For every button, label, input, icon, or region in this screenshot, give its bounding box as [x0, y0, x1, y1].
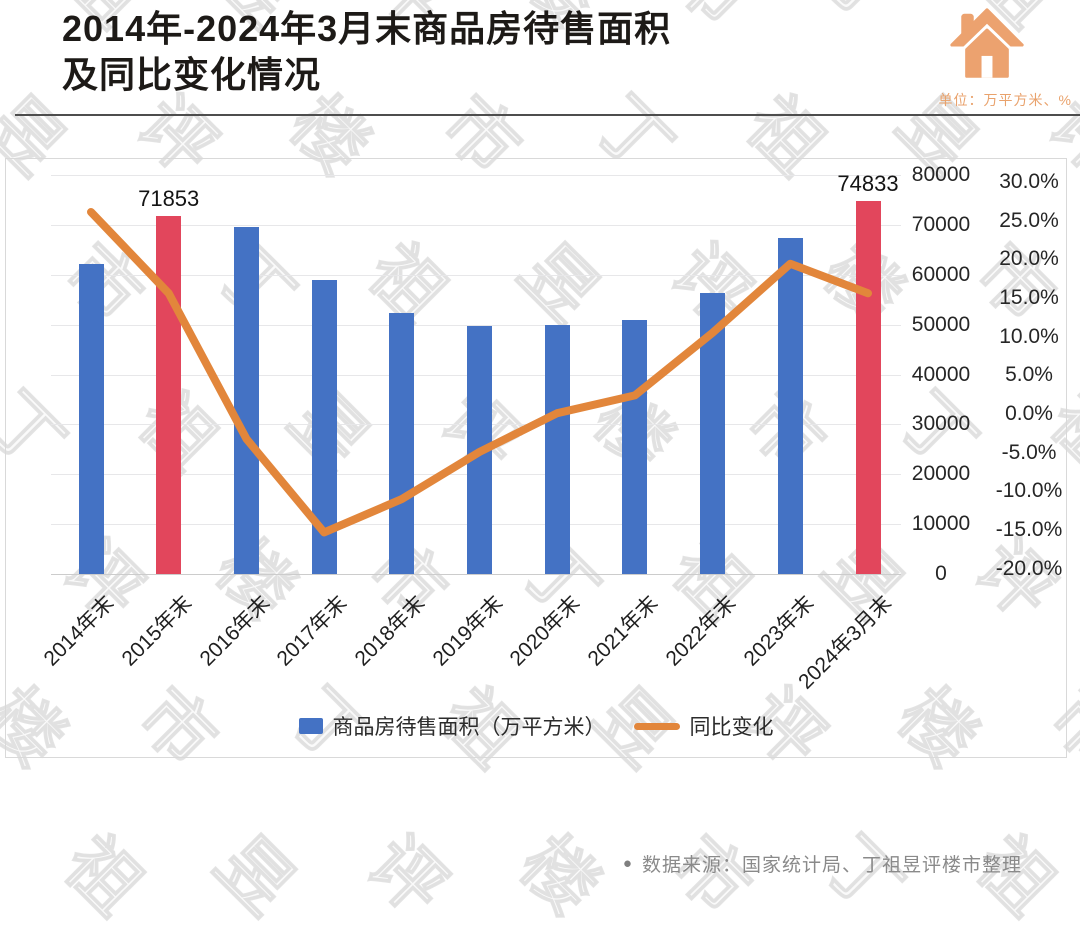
legend-line-label: 同比变化	[689, 716, 774, 739]
title-line-2: 及同比变化情况	[62, 54, 322, 95]
value-tick-30000: 30000	[911, 412, 971, 436]
gridline-80000	[51, 175, 901, 176]
bar-2020年末	[544, 325, 570, 574]
watermark-char: 评	[352, 821, 461, 930]
house-icon	[950, 8, 1024, 78]
bar-2014年末	[78, 263, 104, 574]
x-label-text: 2015年末	[117, 591, 197, 671]
watermark-char: 丁	[0, 821, 5, 930]
x-label-text: 2019年末	[428, 591, 508, 671]
pct-tick-10: 10.0%	[999, 324, 1059, 348]
gridline-70000	[51, 224, 901, 226]
watermark-char: 祖	[48, 821, 157, 930]
pct-tick--20: -20.0%	[995, 556, 1063, 580]
x-label-text: 2017年末	[272, 591, 352, 671]
pct-tick-25: 25.0%	[999, 208, 1059, 232]
house-door	[981, 55, 993, 78]
x-label-text: 2016年末	[195, 591, 275, 671]
page-title: 2014年-2024年3月末商品房待售面积 及同比变化情况	[62, 6, 671, 98]
value-tick-0: 0	[935, 562, 947, 585]
header: 2014年-2024年3月末商品房待售面积 及同比变化情况 单位：万平方米、%	[0, 0, 1080, 115]
bar-2023年末	[777, 238, 803, 574]
brand-block: 单位：万平方米、%	[902, 4, 1072, 110]
bar-2024年3月末	[855, 200, 881, 574]
chart-card: 80000 70000 60000 50000 40000 30000 20000 10000…	[5, 158, 1067, 758]
data-source: ● 数据来源：国家统计局、丁祖昱评楼市整理	[623, 850, 1022, 877]
title-line-1: 2014年-2024年3月末商品房待售面积	[62, 8, 672, 49]
pct-tick--10: -10.0%	[995, 479, 1063, 503]
bar-2015年末	[156, 215, 182, 574]
value-tick-80000: 80000	[911, 163, 971, 186]
bar-value-label: 74833	[837, 170, 899, 196]
x-label-text: 2020年末	[505, 591, 585, 671]
pct-tick-30: 30.0%	[999, 169, 1059, 193]
value-tick-40000: 40000	[911, 362, 971, 386]
x-label-text: 2021年末	[583, 591, 663, 671]
unit-label: 单位：万平方米、%	[938, 92, 1072, 108]
pct-tick-5: 5.0%	[1005, 363, 1053, 387]
value-tick-60000: 60000	[911, 262, 971, 286]
value-tick-20000: 20000	[911, 462, 971, 486]
pct-tick--15: -15.0%	[995, 518, 1063, 542]
legend-line-swatch	[633, 722, 680, 730]
trend-line	[87, 208, 872, 537]
pct-tick-15: 15.0%	[999, 285, 1059, 309]
value-tick-50000: 50000	[911, 312, 971, 336]
watermark-char: 昱	[200, 821, 309, 930]
bar-2021年末	[622, 319, 648, 574]
gridline-50000	[51, 324, 901, 326]
value-tick-70000: 70000	[911, 212, 971, 236]
bar-2018年末	[389, 312, 415, 574]
x-label-text: 2018年末	[350, 591, 430, 671]
pct-tick-20: 20.0%	[999, 247, 1059, 271]
watermark-char: 楼	[504, 821, 613, 930]
pct-tick--5: -5.0%	[1001, 440, 1057, 464]
header-divider	[15, 114, 1080, 116]
gridline-60000	[51, 274, 901, 276]
value-tick-10000: 10000	[911, 512, 971, 536]
gridline-0	[51, 574, 901, 575]
bar-value-label: 71853	[138, 185, 200, 211]
source-text: 数据来源：国家统计局、丁祖昱评楼市整理	[641, 855, 1022, 876]
legend: 商品房待售面积（万平方米） 同比变化	[6, 711, 1066, 741]
x-label-text: 2022年末	[661, 591, 741, 671]
legend-bar-swatch	[298, 718, 323, 734]
bar-2016年末	[233, 227, 259, 574]
legend-bar-label: 商品房待售面积（万平方米）	[332, 716, 606, 739]
dot-icon: ●	[622, 855, 632, 872]
x-label-text: 2014年末	[39, 591, 119, 671]
pct-tick-0: 0.0%	[1005, 402, 1053, 425]
